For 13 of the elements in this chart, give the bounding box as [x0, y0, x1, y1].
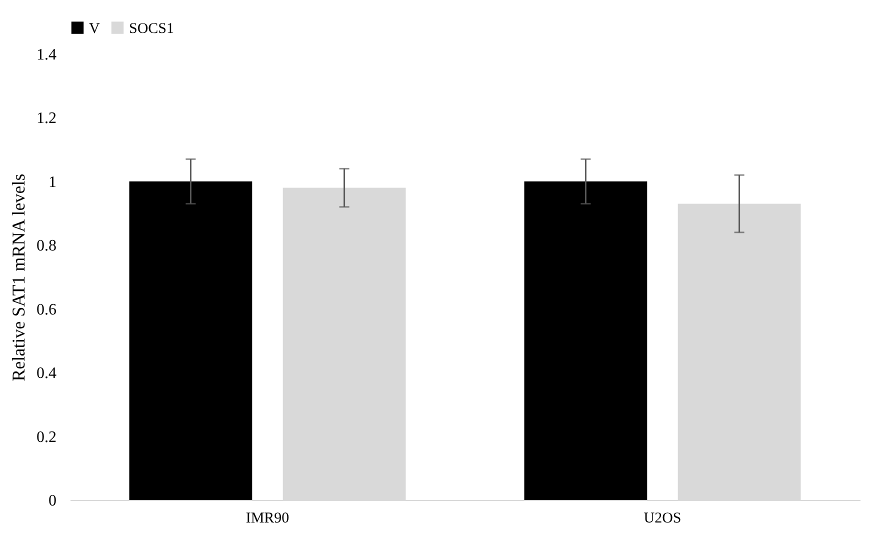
- y-tick-label: 0.2: [36, 428, 56, 446]
- legend-label: V: [89, 20, 100, 37]
- x-tick-label: IMR90: [246, 510, 290, 526]
- y-tick-label: 0.8: [36, 238, 56, 255]
- y-tick-label: 1: [48, 174, 56, 191]
- y-tick-label: 0.4: [36, 365, 56, 382]
- y-tick-label: 0.6: [36, 301, 56, 318]
- x-tick-label: U2OS: [644, 510, 682, 526]
- legend-label: SOCS1: [129, 20, 174, 37]
- y-tick-label: 1.4: [36, 46, 56, 64]
- y-tick-label: 0: [48, 492, 56, 510]
- y-tick-label: 1.2: [36, 110, 56, 128]
- y-axis-title: Relative SAT1 mRNA levels: [8, 174, 28, 382]
